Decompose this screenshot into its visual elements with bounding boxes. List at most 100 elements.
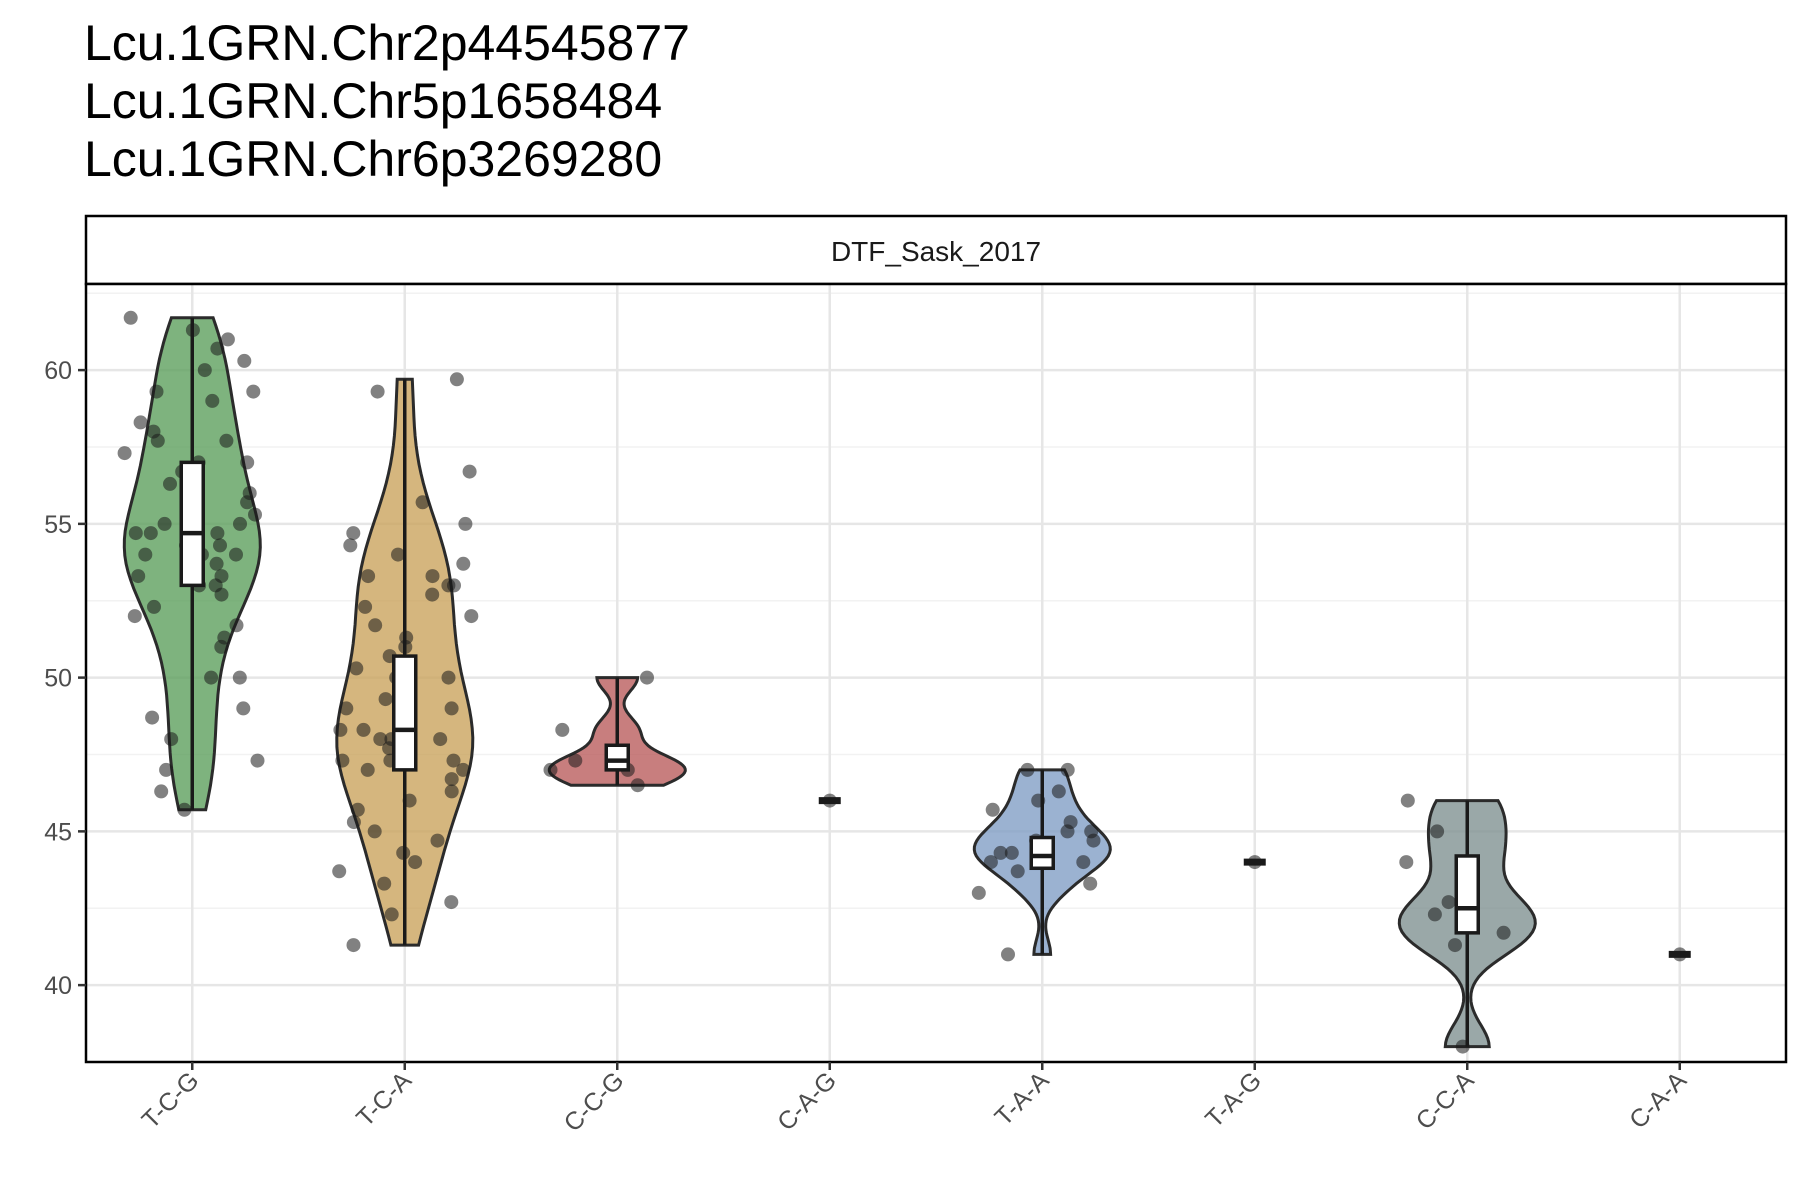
data-point-T-C-A <box>444 895 459 910</box>
data-point-T-C-G <box>147 599 161 614</box>
data-point-T-A-A <box>1076 855 1091 870</box>
box-T-A-A <box>1029 835 1055 871</box>
data-point-T-C-G <box>250 753 265 768</box>
x-tick-label: C-C-G <box>559 1066 630 1137</box>
data-point-T-C-G <box>150 433 165 448</box>
box-T-A-G <box>1243 858 1266 866</box>
data-point-T-C-A <box>335 753 350 768</box>
data-point-T-C-G <box>220 332 235 347</box>
box-C-C-G <box>604 743 630 772</box>
data-point-C-C-A <box>1399 855 1414 870</box>
data-point-T-A-A <box>971 885 986 900</box>
data-point-T-C-G <box>229 547 243 562</box>
data-point-T-C-A <box>333 722 348 737</box>
data-point-C-C-A <box>1430 824 1445 839</box>
data-point-T-C-G <box>157 516 172 531</box>
data-point-T-C-G <box>236 701 251 716</box>
data-point-T-C-G <box>145 710 160 725</box>
data-point-T-C-A <box>373 732 388 747</box>
data-point-T-C-G <box>232 670 247 685</box>
data-point-T-C-G <box>131 569 146 584</box>
data-point-T-C-A <box>368 618 383 633</box>
data-point-T-A-A <box>1001 947 1015 962</box>
data-point-T-C-A <box>346 938 361 953</box>
data-point-C-C-G <box>630 778 645 793</box>
point-layer <box>117 310 1687 1054</box>
data-point-C-C-A <box>1448 938 1462 953</box>
data-point-T-C-G <box>213 538 227 553</box>
y-axis: 40 45 50 55 60 <box>44 357 86 1000</box>
data-point-T-C-G <box>240 495 255 510</box>
box-T-C-A <box>392 654 418 772</box>
data-point-T-C-A <box>462 464 477 479</box>
data-point-C-C-G <box>555 722 570 737</box>
data-point-T-C-G <box>163 476 177 491</box>
facet-label: DTF_Sask_2017 <box>831 236 1041 267</box>
data-point-T-A-A <box>993 845 1008 860</box>
data-point-T-C-G <box>128 526 143 541</box>
data-point-C-C-A <box>1427 907 1442 922</box>
data-point-T-A-A <box>1060 762 1075 777</box>
data-point-T-C-G <box>237 353 252 368</box>
y-tick-label: 50 <box>44 665 72 693</box>
data-point-T-C-G <box>205 393 220 408</box>
x-tick-label: C-C-A <box>1411 1066 1480 1135</box>
y-tick-label: 55 <box>44 511 72 539</box>
data-point-T-C-A <box>415 495 430 510</box>
y-tick-label: 40 <box>44 972 72 1000</box>
data-point-T-C-G <box>164 732 179 747</box>
data-point-T-C-A <box>447 578 461 593</box>
plot-border <box>84 282 1788 1064</box>
data-point-T-C-A <box>360 762 375 777</box>
box-layer <box>179 317 1691 1047</box>
data-point-T-C-A <box>358 599 373 614</box>
x-tick-label: C-A-A <box>1624 1066 1692 1134</box>
data-point-T-A-A <box>983 855 998 870</box>
data-point-T-C-G <box>219 433 234 448</box>
panel-background <box>86 284 1786 1062</box>
data-point-C-C-A <box>1400 793 1415 808</box>
data-point-T-C-G <box>209 556 224 571</box>
x-tick-label: T-A-A <box>990 1066 1055 1131</box>
facet-strip: DTF_Sask_2017 <box>84 214 1788 286</box>
data-point-T-C-G <box>154 784 169 799</box>
data-point-T-C-A <box>464 609 479 624</box>
panel-border <box>84 282 1788 1064</box>
data-point-T-C-A <box>346 815 361 830</box>
title-line-2: Lcu.1GRN.Chr5p1658484 <box>84 73 663 129</box>
data-point-T-C-A <box>356 722 371 737</box>
plot-panel <box>86 284 1786 1062</box>
data-point-T-C-G <box>177 802 192 817</box>
data-point-T-C-G <box>138 547 153 562</box>
x-tick-label: C-A-G <box>772 1066 842 1136</box>
data-point-T-C-A <box>377 876 392 891</box>
data-point-T-A-A <box>1060 824 1075 839</box>
data-point-T-C-A <box>391 547 405 562</box>
data-point-T-C-A <box>343 538 358 553</box>
data-point-T-A-A <box>985 802 1000 817</box>
data-point-T-C-A <box>456 556 471 571</box>
data-point-T-C-A <box>444 784 459 799</box>
box-C-A-A <box>1668 950 1691 958</box>
data-point-C-C-A <box>1496 925 1511 940</box>
data-point-T-C-A <box>446 753 461 768</box>
data-point-T-C-G <box>159 762 174 777</box>
data-point-T-C-G <box>246 384 261 399</box>
data-point-T-C-A <box>332 864 347 879</box>
data-point-T-C-A <box>430 833 445 848</box>
data-point-T-C-G <box>149 384 164 399</box>
data-point-T-C-G <box>210 526 225 541</box>
data-point-C-C-G <box>568 753 583 768</box>
data-point-T-C-G <box>240 455 255 470</box>
title-line-1: Lcu.1GRN.Chr2p44545877 <box>84 15 690 71</box>
box-C-A-G <box>818 797 841 805</box>
title-line-3: Lcu.1GRN.Chr6p3269280 <box>84 131 663 187</box>
box-C-C-A <box>1454 854 1480 935</box>
chart-title: Lcu.1GRN.Chr2p44545877 Lcu.1GRN.Chr5p165… <box>84 14 690 188</box>
data-point-T-C-A <box>458 516 473 531</box>
data-point-T-C-G <box>210 341 225 356</box>
data-point-T-C-G <box>229 618 244 633</box>
data-point-T-C-A <box>370 384 385 399</box>
data-point-T-A-A <box>1010 864 1025 879</box>
